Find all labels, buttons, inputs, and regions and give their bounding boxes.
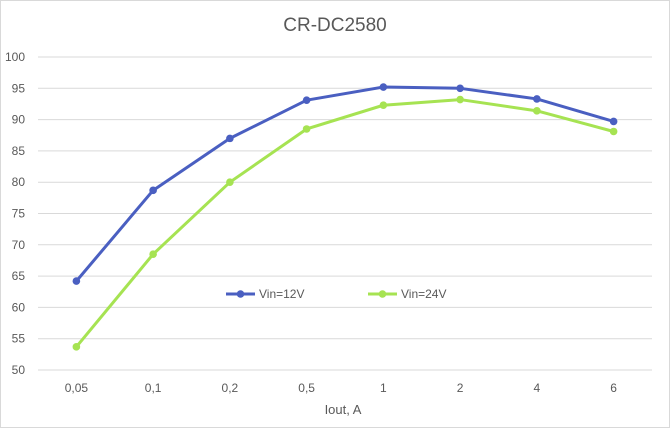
data-point (533, 95, 541, 103)
data-point (533, 107, 541, 115)
legend-marker (236, 290, 245, 298)
x-tick-label: 6 (610, 381, 617, 395)
x-tick-label: 2 (457, 381, 464, 395)
y-tick-label: 60 (12, 300, 26, 314)
legend-marker (378, 290, 387, 298)
data-point (226, 134, 234, 143)
y-tick-label: 85 (12, 144, 26, 158)
y-tick-label: 55 (12, 332, 26, 346)
data-point (149, 250, 157, 258)
y-tick-label: 100 (5, 50, 25, 64)
y-tick-label: 65 (12, 269, 26, 283)
x-tick-label: 0,05 (65, 381, 89, 395)
series-line-2 (74, 98, 616, 349)
series-group (72, 83, 618, 351)
grid-lines (38, 56, 652, 371)
legend: Vin=12V Vin=24V (226, 287, 447, 301)
data-point (379, 101, 388, 110)
y-tick-label: 80 (12, 175, 26, 189)
x-axis-label: Iout, A (325, 402, 362, 417)
data-point (226, 178, 234, 186)
data-point (456, 95, 464, 104)
series-line-1 (74, 85, 616, 283)
y-axis: 50 55 60 65 70 75 80 85 90 95 100 (5, 50, 25, 377)
x-tick-label: 1 (380, 381, 387, 395)
data-point (149, 186, 157, 195)
x-tick-label: 0,5 (298, 381, 315, 395)
data-point (609, 127, 618, 136)
chart-title: CR-DC2580 (283, 15, 386, 36)
y-tick-label: 75 (12, 207, 26, 221)
data-point (302, 96, 311, 104)
x-tick-label: 0,2 (222, 381, 239, 395)
data-point (456, 84, 464, 93)
data-point (72, 277, 81, 285)
y-tick-label: 70 (12, 238, 26, 252)
data-point (72, 343, 81, 351)
data-point (302, 125, 311, 133)
legend-label: Vin=12V (259, 287, 305, 301)
legend-label: Vin=24V (401, 287, 447, 301)
y-tick-label: 90 (12, 113, 26, 127)
x-tick-label: 4 (534, 381, 541, 395)
y-tick-label: 95 (12, 81, 26, 95)
x-axis: 0,05 0,1 0,2 0,5 1 2 4 6 (65, 381, 618, 395)
x-tick-label: 0,1 (145, 381, 162, 395)
data-point (379, 83, 388, 91)
data-point (609, 117, 618, 126)
y-tick-label: 50 (12, 363, 26, 377)
